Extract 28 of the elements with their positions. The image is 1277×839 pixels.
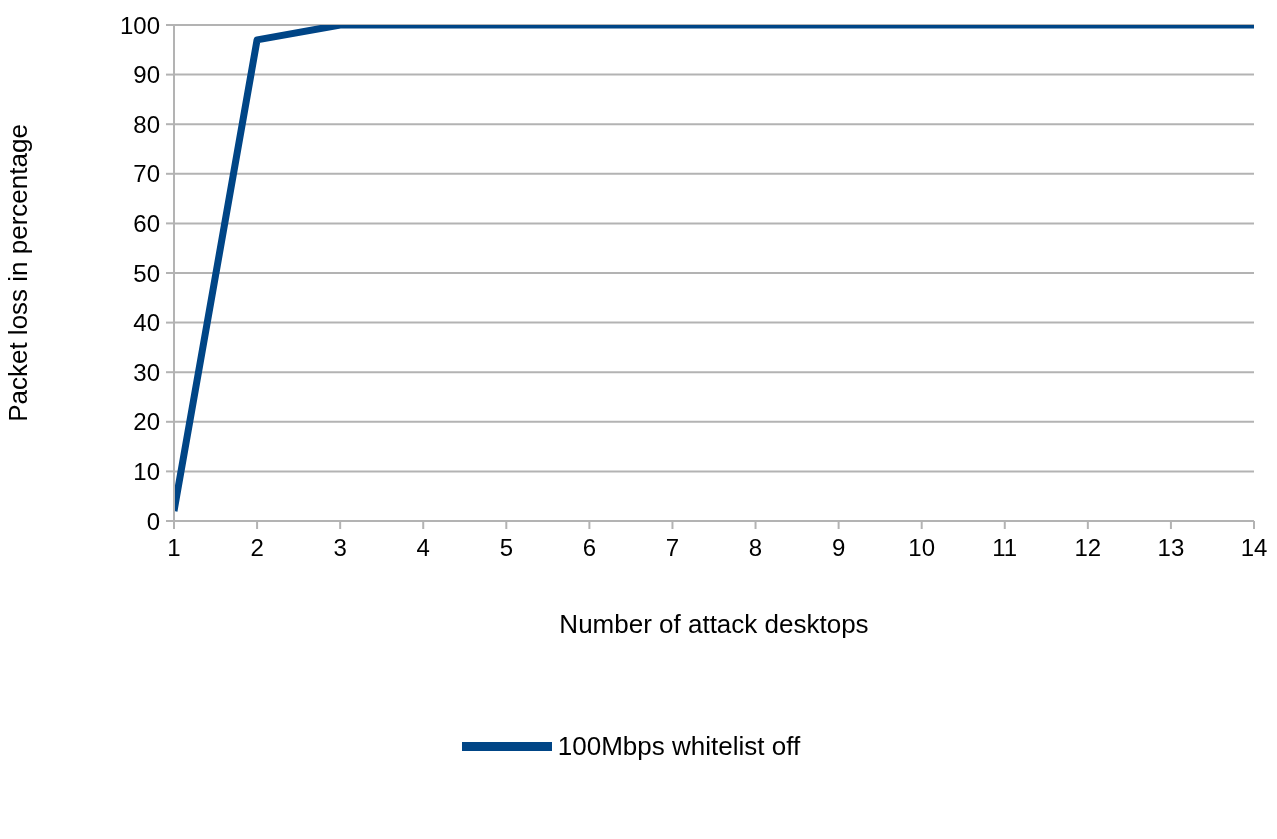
x-tick-label: 12 (1074, 534, 1102, 562)
x-tick-label: 5 (499, 534, 513, 562)
x-tick-label: 7 (665, 534, 680, 562)
y-tick-label: 10 (133, 457, 160, 485)
y-tick-label: 50 (133, 259, 160, 287)
x-tick-label: 1 (167, 534, 181, 562)
legend-label: 100Mbps whitelist off (557, 731, 801, 762)
x-tick-label: 11 (992, 534, 1018, 562)
y-tick-label: 100 (119, 11, 160, 39)
x-tick-label: 4 (416, 534, 430, 562)
y-tick-label: 90 (133, 61, 160, 89)
x-tick-label: 13 (1157, 534, 1185, 562)
x-tick-label: 14 (1240, 534, 1268, 562)
y-axis-title: Packet loss in percentage (3, 124, 34, 422)
y-tick-label: 40 (133, 309, 160, 337)
y-tick-label: 80 (133, 110, 160, 138)
y-tick-label: 20 (133, 408, 160, 436)
x-tick-label: 8 (748, 534, 763, 562)
y-tick-label: 0 (146, 507, 160, 535)
x-tick-label: 2 (250, 534, 264, 562)
y-tick-label: 70 (133, 160, 160, 188)
x-tick-label: 6 (582, 534, 597, 562)
x-axis-title: Number of attack desktops (559, 609, 869, 639)
x-tick-label: 10 (908, 534, 936, 562)
y-tick-label: 60 (133, 209, 160, 237)
y-tick-label: 30 (133, 358, 160, 386)
x-tick-label: 9 (831, 534, 846, 562)
x-tick-label: 3 (333, 534, 347, 562)
